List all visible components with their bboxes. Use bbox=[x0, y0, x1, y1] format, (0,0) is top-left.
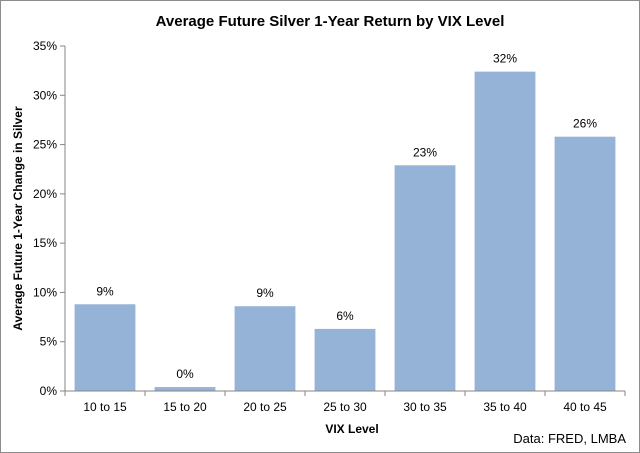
data-label: 0% bbox=[176, 367, 194, 381]
x-tick-label: 10 to 15 bbox=[83, 400, 127, 414]
x-axis-label: VIX Level bbox=[325, 422, 378, 436]
y-tick-label: 35% bbox=[33, 39, 57, 53]
data-labels: 9% 0% 9% 6% 23% 32% 26% bbox=[96, 52, 597, 381]
data-label: 26% bbox=[573, 117, 597, 131]
y-tick-label: 20% bbox=[33, 187, 57, 201]
x-axis-ticks: 10 to 15 15 to 20 20 to 25 25 to 30 30 to 35… bbox=[64, 391, 626, 414]
bar-20-to-25 bbox=[234, 306, 296, 391]
x-tick-label: 25 to 30 bbox=[323, 400, 367, 414]
y-tick-label: 25% bbox=[33, 138, 57, 152]
y-tick-label: 15% bbox=[33, 236, 57, 250]
chart-title: Average Future Silver 1-Year Return by V… bbox=[156, 13, 505, 30]
y-axis-label: Average Future 1-Year Change in Silver bbox=[11, 106, 25, 331]
y-tick-label: 30% bbox=[33, 88, 57, 102]
bar-15-to-20 bbox=[154, 387, 216, 391]
data-label: 9% bbox=[96, 284, 114, 298]
bar-25-to-30 bbox=[314, 328, 376, 391]
x-tick-label: 35 to 40 bbox=[483, 400, 527, 414]
data-label: 9% bbox=[256, 286, 274, 300]
x-tick-label: 15 to 20 bbox=[163, 400, 207, 414]
y-tick-label: 0% bbox=[40, 384, 58, 398]
bar-10-to-15 bbox=[74, 304, 136, 391]
data-label: 32% bbox=[493, 52, 517, 66]
y-tick-label: 5% bbox=[40, 335, 58, 349]
bar-35-to-40 bbox=[474, 71, 536, 391]
data-label: 23% bbox=[413, 145, 437, 159]
bar-40-to-45 bbox=[554, 136, 616, 391]
bar-30-to-35 bbox=[394, 165, 456, 391]
bars bbox=[74, 71, 616, 391]
y-tick-label: 10% bbox=[33, 285, 57, 299]
data-source-note: Data: FRED, LMBA bbox=[513, 431, 626, 446]
y-axis-ticks: 0% 5% 10% 15% 20% 25% 30% 35% bbox=[33, 39, 65, 398]
x-tick-label: 40 to 45 bbox=[563, 400, 607, 414]
x-tick-label: 20 to 25 bbox=[243, 400, 287, 414]
data-label: 6% bbox=[336, 309, 354, 323]
x-tick-label: 30 to 35 bbox=[403, 400, 447, 414]
